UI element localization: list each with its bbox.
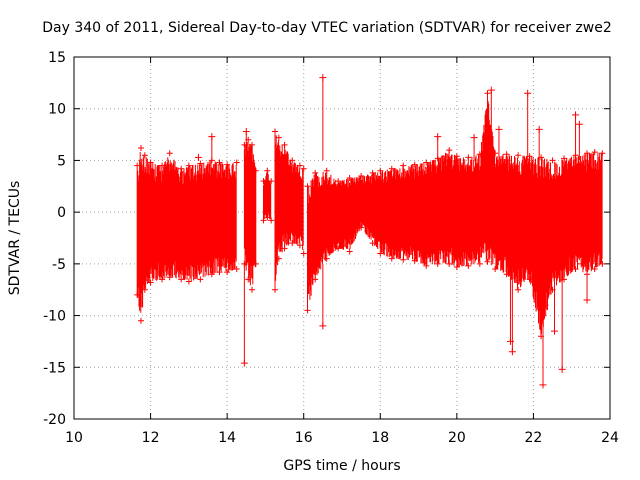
outlier-point bbox=[558, 263, 566, 373]
outlier-point bbox=[319, 263, 327, 330]
outlier-point bbox=[524, 89, 532, 161]
outlier-point bbox=[577, 260, 585, 268]
envelope-markers bbox=[304, 90, 606, 340]
x-axis-label: GPS time / hours bbox=[283, 458, 400, 474]
outlier-point bbox=[487, 86, 495, 161]
y-tick-label: -15 bbox=[43, 360, 66, 376]
outlier-marker bbox=[495, 125, 503, 133]
outlier-marker bbox=[508, 348, 516, 356]
outlier-marker bbox=[583, 296, 591, 304]
x-tick-label: 18 bbox=[371, 430, 389, 446]
x-tick-label: 10 bbox=[65, 430, 83, 446]
outlier-point bbox=[583, 263, 591, 304]
outlier-marker bbox=[194, 153, 202, 161]
outlier-marker bbox=[535, 125, 543, 133]
outlier-point bbox=[575, 120, 583, 161]
error-bar-band bbox=[307, 93, 603, 335]
x-tick-label: 24 bbox=[601, 430, 619, 446]
outlier-marker bbox=[550, 327, 558, 335]
outlier-point bbox=[541, 263, 549, 309]
outlier-marker bbox=[539, 381, 547, 389]
outlier-point bbox=[508, 263, 516, 356]
outlier-point bbox=[572, 111, 580, 161]
outlier-point bbox=[539, 263, 547, 389]
y-tick-label: -5 bbox=[52, 257, 66, 273]
envelope-markers bbox=[241, 136, 259, 293]
plot-frame bbox=[73, 56, 611, 420]
y-tick-label: -20 bbox=[43, 412, 66, 428]
error-bar-band bbox=[243, 141, 257, 286]
outlier-point bbox=[470, 134, 478, 161]
x-tick-label: 20 bbox=[448, 430, 466, 446]
outlier-point bbox=[550, 263, 558, 335]
outlier-point bbox=[240, 263, 248, 367]
y-tick-label: 0 bbox=[57, 205, 66, 221]
data-segment bbox=[272, 128, 307, 293]
y-tick-label: 5 bbox=[57, 153, 66, 169]
outlier-marker bbox=[487, 86, 495, 94]
data-segment bbox=[304, 90, 606, 340]
x-tick-label: 12 bbox=[142, 430, 160, 446]
y-tick-label: -10 bbox=[43, 309, 66, 325]
chart-title: Day 340 of 2011, Sidereal Day-to-day VTE… bbox=[42, 20, 612, 36]
outlier-point bbox=[208, 133, 216, 161]
outlier-marker bbox=[242, 127, 250, 135]
x-tick-label: 14 bbox=[218, 430, 236, 446]
x-tick-label: 16 bbox=[295, 430, 313, 446]
outlier-marker bbox=[575, 120, 583, 128]
envelope-markers bbox=[272, 128, 307, 293]
outlier-marker bbox=[319, 322, 327, 330]
outlier-point bbox=[242, 127, 250, 161]
data-layer bbox=[134, 74, 606, 389]
outlier-marker bbox=[541, 301, 549, 309]
error-bar-band bbox=[274, 131, 304, 290]
outlier-marker bbox=[558, 365, 566, 373]
outlier-point bbox=[434, 133, 442, 161]
outlier-marker bbox=[470, 134, 478, 142]
error-bar-band bbox=[263, 171, 272, 220]
outlier-marker bbox=[208, 133, 216, 141]
y-tick-labels: 15 10 5 0 -5 -10 -15 -20 bbox=[43, 50, 66, 428]
envelope-markers bbox=[134, 145, 240, 324]
x-tick-label: 22 bbox=[525, 430, 543, 446]
y-axis-label: SDTVAR / TECUs bbox=[7, 181, 23, 296]
error-bar-band bbox=[136, 151, 237, 313]
data-segment bbox=[241, 136, 259, 293]
data-segment bbox=[260, 167, 275, 224]
outlier-marker bbox=[524, 89, 532, 97]
outlier-point bbox=[319, 74, 327, 161]
data-segment bbox=[134, 145, 240, 324]
outlier-marker bbox=[434, 133, 442, 141]
x-tick-labels: 10 12 14 16 18 20 22 24 bbox=[65, 430, 619, 446]
outlier-point bbox=[535, 125, 543, 161]
y-tick-label: 10 bbox=[48, 102, 66, 118]
outlier-marker bbox=[319, 74, 327, 82]
outlier-marker bbox=[506, 337, 514, 345]
outlier-point bbox=[194, 153, 202, 161]
outlier-point bbox=[495, 125, 503, 161]
envelope-markers bbox=[260, 167, 275, 224]
outlier-marker bbox=[572, 111, 580, 119]
outlier-marker bbox=[240, 359, 248, 367]
y-tick-label: 15 bbox=[48, 50, 66, 66]
outlier-marker bbox=[577, 260, 585, 268]
